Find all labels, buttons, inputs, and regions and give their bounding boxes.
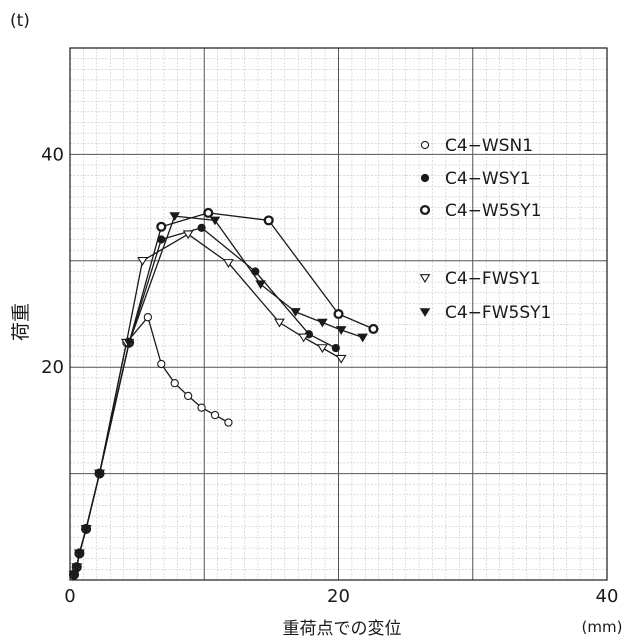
x-unit-label: (mm) (582, 618, 623, 636)
series-line-2 (73, 227, 337, 575)
legend-marker (420, 173, 430, 183)
data-point (209, 216, 221, 226)
data-point (298, 333, 309, 343)
legend-label: C4−FWSY1 (445, 269, 541, 289)
plot-frame (69, 47, 608, 581)
data-point (123, 338, 135, 348)
legend-marker (419, 274, 431, 284)
data-point (197, 223, 206, 232)
data-point (157, 359, 166, 369)
data-point (335, 326, 347, 335)
data-point (74, 549, 85, 559)
data-point (368, 323, 379, 334)
data-point (290, 308, 301, 317)
legend-label: C4−WSY1 (445, 169, 531, 189)
data-point (143, 313, 153, 322)
data-point (157, 235, 166, 244)
series-lines (73, 212, 374, 575)
axis-ticks: 0 20 40 20 40 (41, 144, 618, 607)
data-point (255, 280, 266, 290)
data-point (251, 267, 260, 276)
series-line-5 (73, 215, 363, 575)
data-point (223, 259, 234, 268)
data-point (68, 570, 80, 580)
data-point (357, 333, 368, 343)
legend-label: C4−FW5SY1 (445, 303, 551, 323)
x-tick-label: 20 (327, 586, 350, 607)
data-point (156, 221, 167, 232)
x-axis-title: 重荷点での変位 (283, 619, 402, 639)
y-axis-title: 荷重 (10, 303, 32, 341)
data-point (170, 379, 179, 388)
y-tick-label: 40 (41, 144, 64, 165)
data-point (94, 469, 105, 479)
legend-marker (419, 308, 431, 317)
data-point (274, 318, 285, 328)
data-point (210, 410, 220, 420)
legend-label: C4−W5SY1 (445, 201, 542, 221)
data-point (335, 354, 347, 364)
data-point (183, 391, 193, 401)
data-point (71, 563, 83, 573)
legend-label: C4−WSN1 (445, 136, 533, 156)
data-point (317, 318, 328, 328)
data-point (169, 212, 181, 222)
data-point (203, 207, 214, 218)
legend-marker (420, 140, 430, 150)
y-unit-label: (t) (10, 11, 30, 31)
data-point (317, 344, 328, 354)
legend: C4−WSN1 C4−WSY1 C4−W5SY1 C4−FWSY1 C4−FW5SY1 (419, 136, 551, 323)
x-tick-label: 40 (596, 586, 619, 607)
data-point (224, 418, 233, 427)
data-point (137, 256, 148, 266)
y-tick-label: 20 (41, 357, 64, 378)
series-line-3 (73, 212, 374, 575)
data-point (263, 215, 274, 226)
minor-grid (70, 48, 607, 580)
series-line-1 (73, 316, 229, 575)
data-point (331, 343, 340, 353)
series-line-4 (73, 233, 342, 575)
data-point (80, 525, 92, 534)
series-markers (68, 207, 379, 580)
legend-marker (419, 204, 431, 216)
data-point (333, 308, 344, 320)
x-tick-label: 0 (64, 586, 75, 607)
data-point (182, 230, 194, 240)
data-point (197, 403, 206, 412)
